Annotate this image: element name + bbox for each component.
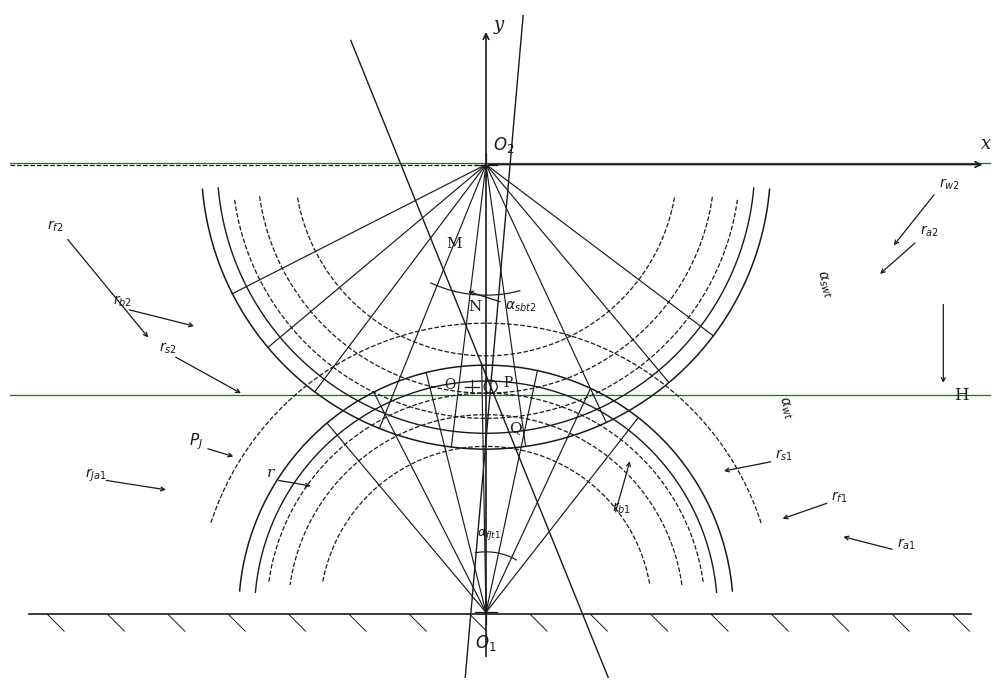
Text: $\alpha_{fJt1}$: $\alpha_{fJt1}$: [477, 527, 501, 542]
Text: x: x: [981, 135, 991, 153]
Text: M: M: [446, 237, 461, 251]
Text: $r_{s2}$: $r_{s2}$: [159, 340, 177, 356]
Text: $O_2$: $O_2$: [493, 135, 515, 155]
Text: P: P: [504, 376, 513, 390]
Text: $r_{a1}$: $r_{a1}$: [897, 536, 916, 552]
Text: $r_{b1}$: $r_{b1}$: [612, 500, 631, 516]
Text: $r_{a2}$: $r_{a2}$: [920, 224, 939, 239]
Text: $\alpha_{sbt2}$: $\alpha_{sbt2}$: [505, 299, 536, 313]
Text: $\alpha_{wt}$: $\alpha_{wt}$: [775, 394, 796, 421]
Text: O: O: [444, 378, 455, 392]
Text: $r_{f1}$: $r_{f1}$: [831, 489, 848, 505]
Text: $r_{b2}$: $r_{b2}$: [113, 294, 132, 309]
Text: y: y: [493, 16, 504, 34]
Text: $r_{f2}$: $r_{f2}$: [47, 219, 64, 234]
Text: $r_{s1}$: $r_{s1}$: [775, 448, 793, 463]
Text: $P_J$: $P_J$: [189, 431, 203, 452]
Text: $r_{w2}$: $r_{w2}$: [939, 177, 960, 192]
Text: $\alpha_{swt}$: $\alpha_{swt}$: [813, 268, 835, 299]
Text: $O_1$: $O_1$: [475, 633, 497, 653]
Text: H: H: [955, 387, 969, 404]
Text: N: N: [469, 299, 482, 314]
Text: r: r: [267, 466, 274, 480]
Text: $r_{Ja1}$: $r_{Ja1}$: [85, 466, 106, 484]
Text: Q: Q: [509, 421, 521, 435]
